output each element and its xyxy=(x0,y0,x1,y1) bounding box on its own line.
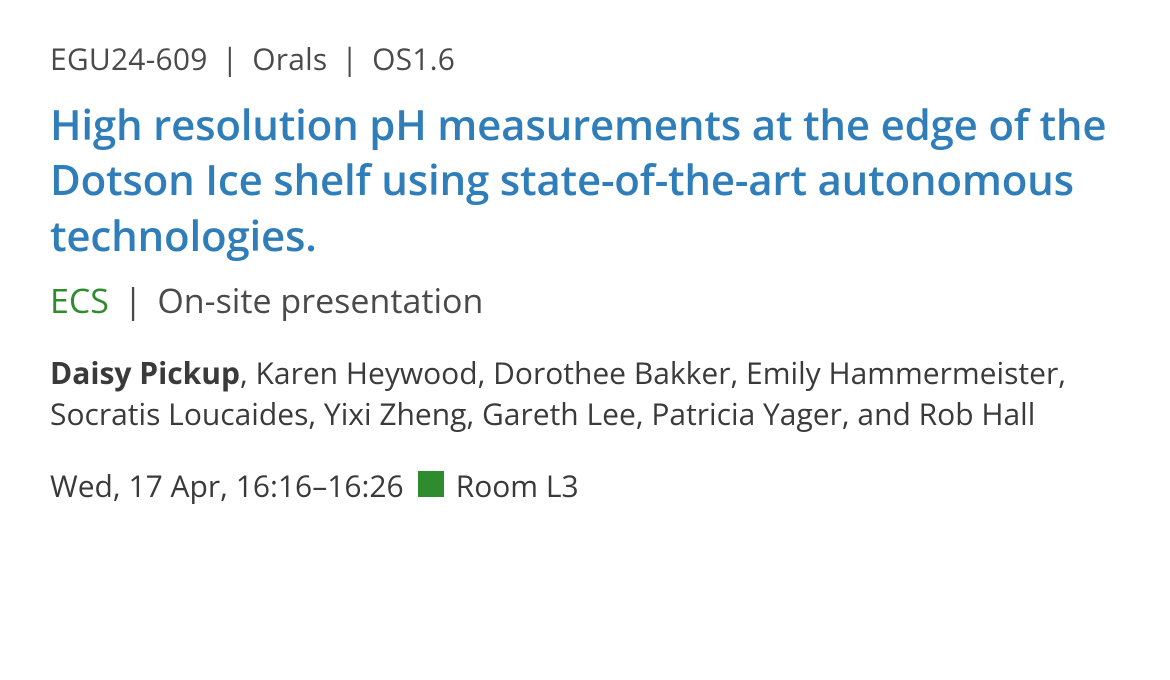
author-list: Daisy Pickup, Karen Heywood, Dorothee Ba… xyxy=(50,353,1120,435)
separator: | xyxy=(118,277,149,323)
tag-line: ECS | On-site presentation xyxy=(50,277,1120,323)
separator: | xyxy=(335,38,364,79)
schedule-datetime: Wed, 17 Apr, 16:16–16:26 xyxy=(50,465,404,506)
room-marker-icon xyxy=(418,471,444,497)
abstract-card: EGU24-609 | Orals | OS1.6 High resolutio… xyxy=(0,0,1170,680)
abstract-id: EGU24-609 xyxy=(50,38,208,79)
abstract-meta: EGU24-609 | Orals | OS1.6 xyxy=(50,38,1120,79)
session-code: OS1.6 xyxy=(372,38,455,79)
schedule-line: Wed, 17 Apr, 16:16–16:26 Room L3 xyxy=(50,465,1120,506)
room-label: Room L3 xyxy=(456,465,579,506)
presentation-format: Orals xyxy=(252,38,327,79)
abstract-title[interactable]: High resolution pH measurements at the e… xyxy=(50,97,1120,263)
lead-author: Daisy Pickup xyxy=(50,352,240,393)
ecs-badge: ECS xyxy=(50,277,109,323)
separator: | xyxy=(216,38,245,79)
presentation-mode: On-site presentation xyxy=(157,277,483,323)
